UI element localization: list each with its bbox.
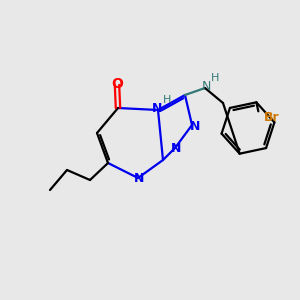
Text: Br: Br bbox=[264, 111, 280, 124]
Text: N: N bbox=[201, 80, 211, 94]
Text: N: N bbox=[152, 103, 162, 116]
Text: N: N bbox=[134, 172, 144, 185]
Text: N: N bbox=[190, 119, 200, 133]
Text: N: N bbox=[171, 142, 181, 155]
Text: H: H bbox=[163, 95, 171, 105]
Text: O: O bbox=[111, 77, 123, 91]
Text: H: H bbox=[211, 73, 219, 83]
